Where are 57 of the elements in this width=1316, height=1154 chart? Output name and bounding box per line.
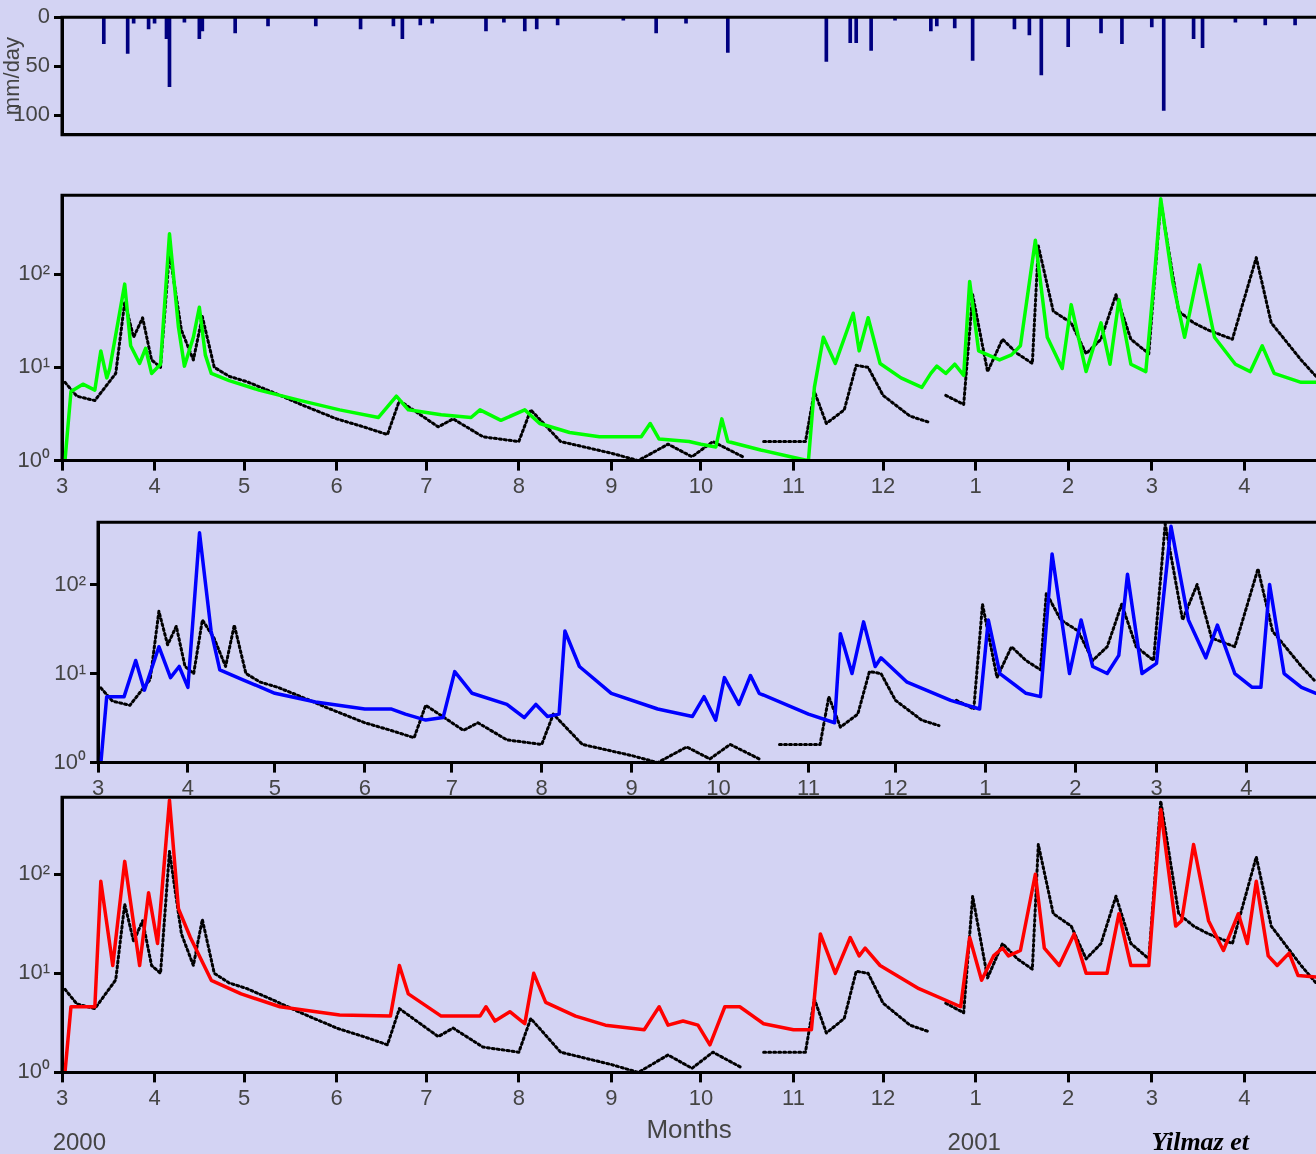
y-tick-label: 10⁰	[53, 748, 86, 774]
x-tick-label: 8	[512, 1084, 525, 1110]
x-tick-label: 6	[330, 1084, 343, 1110]
x-tick-label: 8	[535, 774, 548, 800]
y-tick-label: 10¹	[18, 353, 50, 379]
x-tick-label: 10	[688, 472, 714, 498]
y-tick-label: 0	[37, 3, 50, 29]
x-tick-label: 3	[1150, 774, 1163, 800]
x-tick-label: 9	[605, 1084, 618, 1110]
x-axis-title: Months	[646, 1113, 732, 1144]
x-tick-label: 3	[1145, 472, 1158, 498]
x-tick-label: 5	[238, 1084, 251, 1110]
x-tick-label: 5	[268, 774, 282, 800]
x-tick-label: 10	[688, 1084, 714, 1110]
x-tick-label: 2	[1069, 774, 1082, 800]
x-tick-label: 6	[358, 774, 371, 800]
x-tick-label: 7	[445, 774, 458, 800]
x-tick-label: 9	[605, 472, 618, 498]
x-tick-label: 1	[969, 472, 982, 498]
x-tick-label: 11	[782, 472, 805, 498]
x-tick-label: 4	[1240, 774, 1253, 800]
x-tick-label: 7	[420, 472, 433, 498]
text: 2000	[52, 1128, 107, 1154]
x-tick-label: 4	[148, 472, 161, 498]
y-tick-label: 10²	[18, 260, 50, 286]
y-tick-label: 10⁰	[17, 1058, 50, 1084]
x-tick-label: 6	[330, 472, 343, 498]
x-tick-label: 2	[1062, 1084, 1075, 1110]
x-tick-label: 1	[969, 1084, 982, 1110]
x-tick-label: 7	[420, 1084, 433, 1110]
x-tick-label: 8	[512, 472, 525, 498]
y-tick-label: 10¹	[18, 959, 50, 985]
x-tick-label: 3	[55, 1084, 69, 1110]
text: 2001	[947, 1128, 1001, 1154]
x-tick-label: 11	[782, 1084, 805, 1110]
x-tick-label: 4	[148, 1084, 161, 1110]
x-tick-label: 4	[1238, 472, 1251, 498]
x-tick-label: 12	[870, 1084, 896, 1110]
x-tick-label: 1	[979, 774, 992, 800]
x-tick-label: 4	[181, 774, 195, 800]
x-tick-label: 3	[1145, 1084, 1158, 1110]
x-tick-label: 12	[883, 774, 908, 800]
x-tick-label: 3	[91, 774, 105, 800]
y-tick-label: 10²	[18, 860, 50, 886]
x-tick-label: 12	[870, 472, 896, 498]
y-tick-label: 10²	[54, 570, 86, 596]
y-tick-label: 10⁰	[17, 446, 50, 472]
x-tick-label: 5	[238, 472, 251, 498]
text: Yilmaz et	[1151, 1127, 1250, 1154]
y-tick-label: 50	[25, 52, 50, 78]
x-tick-label: 10	[706, 774, 731, 800]
x-tick-label: 3	[55, 472, 69, 498]
x-tick-label: 9	[625, 774, 638, 800]
x-tick-label: 2	[1062, 472, 1075, 498]
x-tick-label: 4	[1238, 1084, 1251, 1110]
x-tick-label: 11	[797, 774, 820, 800]
y-tick-label: 10¹	[54, 659, 86, 685]
